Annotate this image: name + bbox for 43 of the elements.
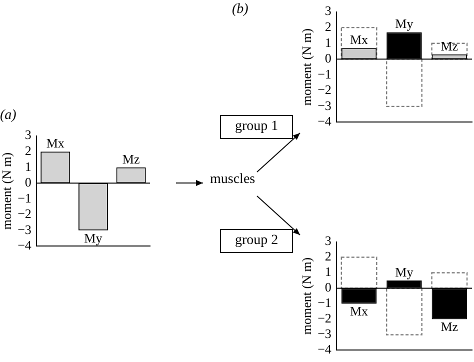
y-tick-label: 3 <box>24 127 32 142</box>
text: group 2 <box>220 229 294 253</box>
y-tick-label: −3 <box>318 98 332 113</box>
y-tick-label: 3 <box>324 3 332 18</box>
x-tick-label: Mz <box>122 151 140 166</box>
y-axis-title: moment (N m) <box>0 152 14 230</box>
text: muscles <box>210 172 256 188</box>
y-tick-label: −4 <box>18 238 32 253</box>
x-tick-label: My <box>84 230 103 246</box>
y-tick-label: 2 <box>324 248 332 264</box>
text: group 1 <box>220 115 294 139</box>
x-tick-label: My <box>395 264 414 280</box>
y-tick-label: 0 <box>324 280 332 295</box>
x-tick-label: Mz <box>440 319 458 334</box>
y-tick-label: −1 <box>318 295 332 310</box>
x-tick-label: Mz <box>440 38 458 54</box>
y-tick-label: −4 <box>318 114 332 129</box>
y-axis-title: moment (N m) <box>299 257 314 335</box>
y-tick-label: 1 <box>324 264 332 280</box>
y-tick-label: −2 <box>318 310 332 326</box>
y-tick-label: −1 <box>18 190 32 206</box>
y-tick-label: 2 <box>24 142 32 158</box>
chart-title: (a) <box>0 108 16 124</box>
x-tick-label: My <box>395 16 414 32</box>
y-tick-label: −3 <box>318 326 332 342</box>
y-tick-label: −1 <box>318 66 332 82</box>
y-tick-label: 3 <box>324 233 332 248</box>
y-tick-label: −2 <box>18 206 32 222</box>
y-tick-label: 1 <box>324 34 332 50</box>
chart-title: (b) <box>232 2 248 18</box>
y-tick-label: −3 <box>18 222 32 237</box>
bar <box>431 272 468 289</box>
x-tick-label: Mx <box>350 32 369 47</box>
x-tick-label: Mx <box>350 304 369 319</box>
y-tick-label: 0 <box>324 50 332 66</box>
y-tick-label: 0 <box>24 174 32 190</box>
y-tick-label: 1 <box>24 158 32 174</box>
y-axis-title: moment (N m) <box>299 28 314 106</box>
bar <box>340 256 378 289</box>
y-tick-label: −2 <box>318 82 332 98</box>
y-tick-label: −4 <box>318 342 332 357</box>
x-tick-label: Mx <box>46 135 65 150</box>
y-tick-label: 2 <box>324 18 332 34</box>
